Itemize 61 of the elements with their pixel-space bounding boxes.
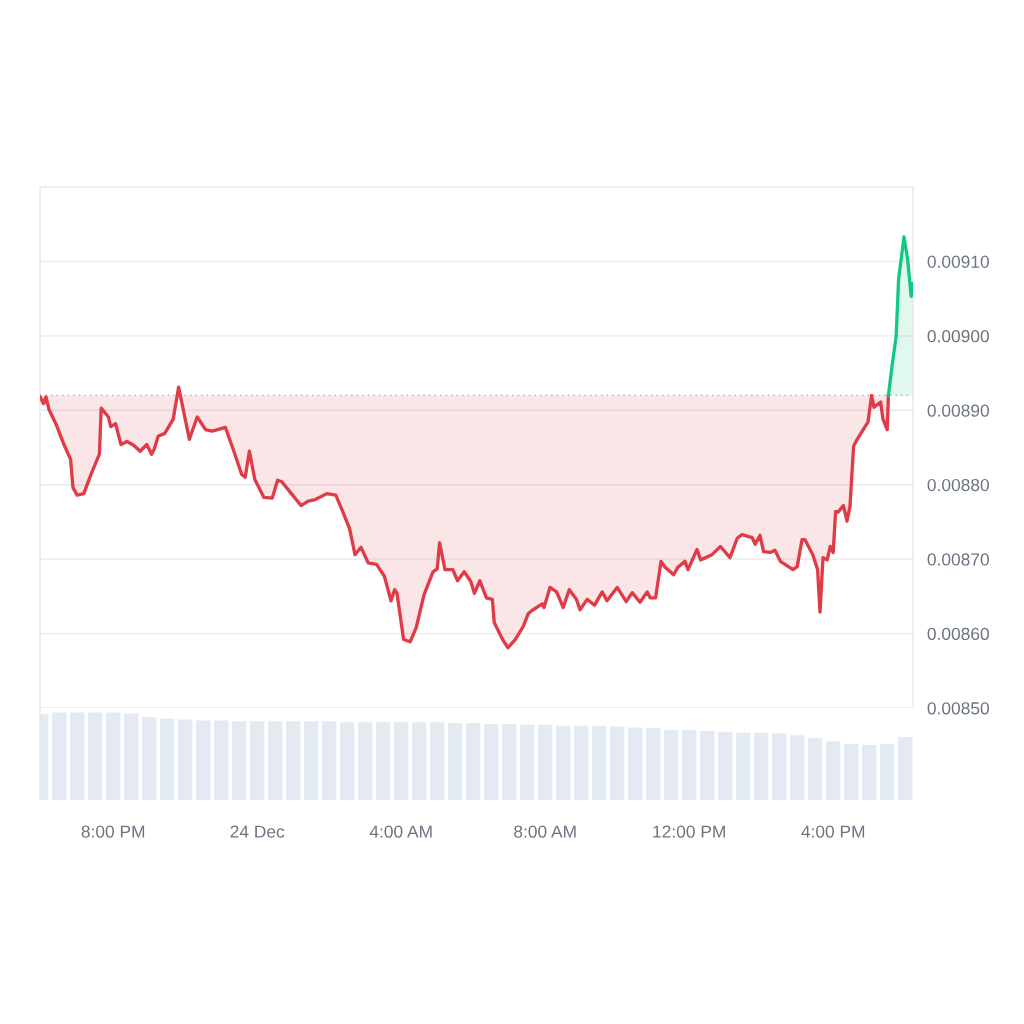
- bar: [178, 719, 193, 800]
- bar: [862, 744, 877, 800]
- x-tick-label: 24 Dec: [230, 825, 285, 838]
- bar: [682, 730, 697, 800]
- y-tick-label: 0.00910: [927, 255, 989, 268]
- bar: [772, 733, 787, 800]
- bar: [160, 718, 175, 800]
- bar: [358, 722, 373, 800]
- bar: [592, 725, 607, 800]
- y-tick-label: 0.00880: [927, 478, 989, 492]
- x-tick-label: 8:00 AM: [514, 825, 576, 838]
- bar: [646, 728, 661, 800]
- y-tick-label: 0.00860: [927, 627, 989, 641]
- bar: [448, 723, 463, 800]
- bar: [736, 732, 751, 800]
- bar: [250, 721, 265, 800]
- bar: [754, 732, 769, 800]
- bar: [394, 722, 409, 800]
- bar: [124, 713, 139, 800]
- x-tick-label: 4:00 PM: [801, 825, 865, 838]
- bar: [430, 722, 445, 800]
- y-tick-label: 0.00890: [927, 404, 989, 417]
- bar: [898, 737, 913, 800]
- x-tick-label: 12:00 PM: [653, 825, 725, 838]
- bar: [574, 725, 589, 800]
- bar: [718, 731, 733, 800]
- bar: [502, 723, 517, 800]
- x-tick-label: 8:00 PM: [81, 825, 145, 838]
- bar: [106, 712, 121, 800]
- bar: [376, 722, 391, 800]
- bar: [880, 744, 895, 800]
- bar: [466, 723, 481, 800]
- bar: [340, 722, 355, 800]
- bar: [70, 712, 85, 800]
- bar: [214, 720, 229, 800]
- bar: [610, 726, 625, 800]
- bar: [808, 737, 823, 800]
- bar: [286, 721, 301, 800]
- bar: [844, 744, 859, 800]
- bar: [664, 730, 679, 800]
- y-tick-label: 0.00850: [927, 702, 989, 715]
- bar: [520, 724, 535, 800]
- bar: [268, 721, 283, 800]
- bar: [484, 723, 499, 800]
- bar: [52, 712, 67, 800]
- bar: [142, 716, 157, 800]
- bar: [628, 727, 643, 800]
- bar: [826, 741, 841, 800]
- bar: [88, 712, 103, 800]
- y-tick-label: 0.00870: [927, 553, 989, 566]
- bar: [556, 725, 571, 800]
- bar: [412, 722, 427, 800]
- y-tick-label: 0.00900: [927, 330, 989, 343]
- x-tick-label: 4:00 AM: [369, 825, 432, 838]
- bar: [538, 724, 553, 800]
- bar: [700, 730, 715, 800]
- bar: [322, 721, 337, 800]
- bar: [232, 721, 247, 800]
- bar: [790, 735, 805, 800]
- bar: [304, 721, 319, 800]
- bar: [196, 720, 211, 800]
